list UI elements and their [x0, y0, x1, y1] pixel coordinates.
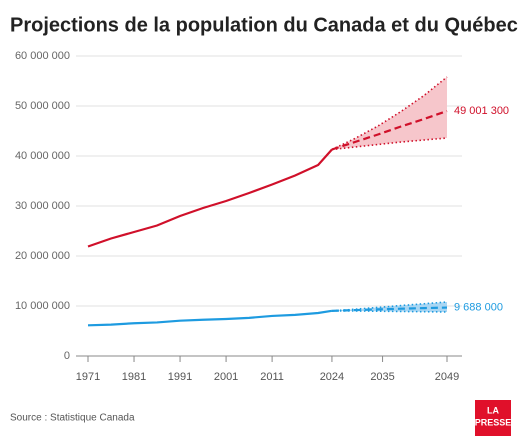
logo-text: LA: [487, 405, 499, 415]
upper-line: [331, 301, 448, 312]
series-line: [331, 109, 448, 151]
series-line: [87, 309, 333, 327]
uncertainty-band: [331, 77, 447, 150]
y-tick-label: 20 000 000: [15, 250, 70, 262]
x-tick-label: 1971: [76, 371, 100, 383]
value-label: 49 001 300: [454, 105, 509, 117]
logo-box: [475, 400, 511, 436]
lower-line: [331, 137, 448, 151]
series-line: [87, 148, 333, 248]
x-tick-label: 2035: [370, 371, 394, 383]
y-tick-label: 30 000 000: [15, 200, 70, 212]
value-label: 9 688 000: [454, 301, 503, 313]
y-tick-label: 0: [64, 350, 70, 362]
x-tick-label: 2024: [320, 371, 344, 383]
y-tick-label: 40 000 000: [15, 150, 70, 162]
x-tick-label: 2001: [214, 371, 238, 383]
source: Source : Statistique Canada: [10, 413, 135, 424]
x-tick-label: 2011: [260, 371, 284, 383]
series-line: [331, 306, 448, 312]
chart-title: Projections de la population du Canada e…: [10, 14, 518, 36]
x-tick-label: 1991: [168, 371, 192, 383]
y-tick-label: 50 000 000: [15, 100, 70, 112]
x-tick-label: 2049: [435, 371, 459, 383]
y-tick-label: 60 000 000: [15, 50, 70, 62]
x-tick-label: 1981: [122, 371, 146, 383]
logo-text: PRESSE: [475, 417, 512, 427]
y-tick-label: 10 000 000: [15, 300, 70, 312]
upper-line: [331, 76, 448, 151]
